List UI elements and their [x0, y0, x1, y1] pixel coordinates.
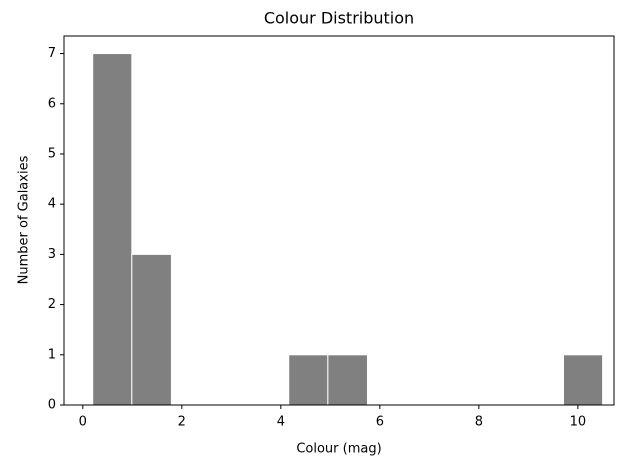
y-tick-label: 7: [48, 46, 56, 61]
x-tick-label: 10: [570, 415, 587, 430]
bar: [563, 354, 604, 406]
x-tick-label: 0: [79, 415, 87, 430]
y-tick-label: 0: [48, 398, 56, 413]
bar: [288, 354, 329, 406]
y-tick-label: 4: [48, 197, 56, 212]
y-tick-label: 5: [48, 146, 56, 161]
x-tick-label: 4: [277, 415, 285, 430]
bar: [131, 253, 172, 406]
bar: [92, 53, 133, 406]
x-tick-label: 6: [376, 415, 384, 430]
x-axis-label: Colour (mag): [296, 442, 381, 457]
x-tick-label: 2: [178, 415, 186, 430]
y-tick-label: 6: [48, 96, 56, 111]
y-tick-label: 1: [48, 347, 56, 362]
y-tick-label: 3: [48, 247, 56, 262]
y-axis-label: Number of Galaxies: [17, 155, 32, 284]
plot-frame: [63, 35, 615, 406]
x-tick-label: 8: [475, 415, 483, 430]
bar: [327, 354, 368, 406]
y-tick-label: 2: [48, 297, 56, 312]
chart-title: Colour Distribution: [264, 9, 414, 28]
